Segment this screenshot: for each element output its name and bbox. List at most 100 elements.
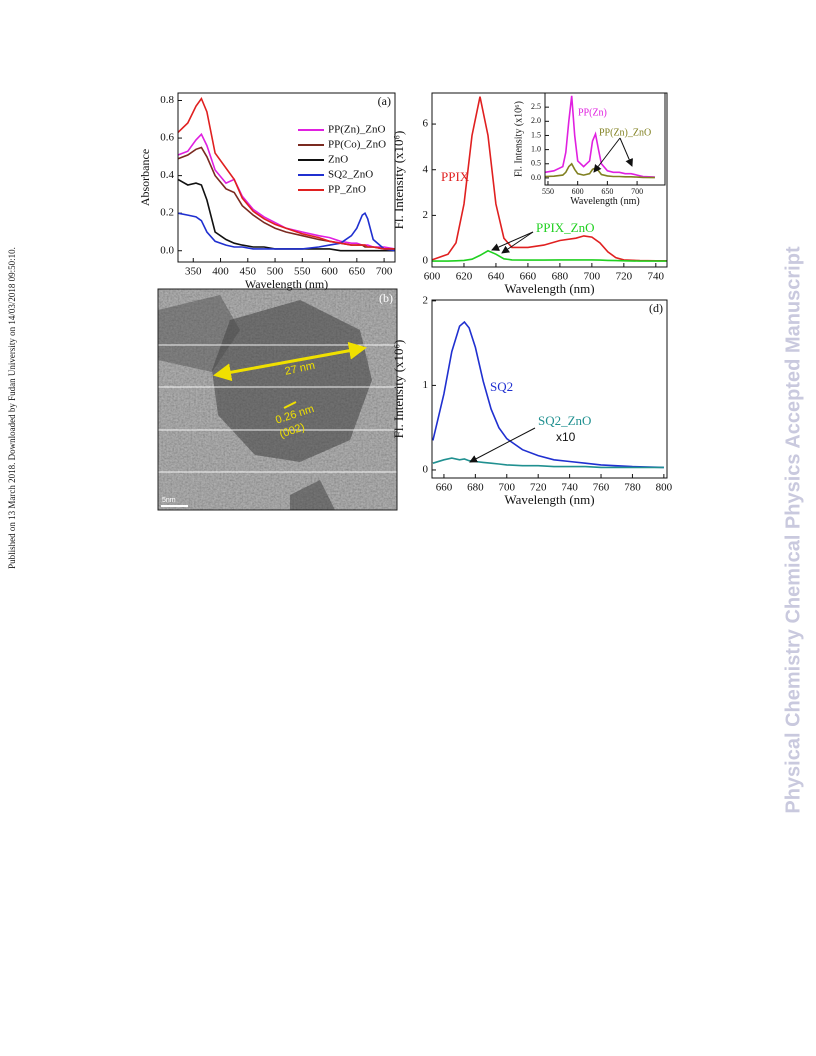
tem-image: 27 nm 0.26 nm (002) 5nm (b) (158, 289, 397, 510)
x-tick-label: 680 (467, 481, 484, 493)
legend-label: PP(Co)_ZnO (328, 139, 386, 151)
spacing-marker (283, 401, 297, 409)
y-tick-label: 0 (423, 255, 429, 267)
y-tick-label: 0.8 (160, 94, 174, 106)
x-tick-label: 400 (212, 265, 229, 277)
x-tick-label: 650 (349, 265, 366, 277)
series-line (432, 320, 664, 469)
y-tick-label: 4 (423, 163, 429, 175)
series-label: SQ2_ZnO (538, 413, 591, 428)
scale-bar-label: 5nm (162, 497, 176, 504)
y-tick-label: 2 (423, 209, 429, 221)
y-tick-label: 0.2 (160, 207, 174, 219)
length-arrow (213, 341, 367, 382)
x-tick-label: 700 (631, 187, 643, 196)
x-tick-label: 660 (520, 270, 537, 282)
annotation-arrow (501, 231, 534, 254)
x-tick-label: 740 (561, 481, 578, 493)
x-tick-label: 450 (240, 265, 257, 277)
y-tick-label: 2.5 (531, 102, 541, 111)
x-tick-label: 700 (499, 481, 516, 493)
x-tick-label: 640 (488, 270, 505, 282)
x-tick-label: 600 (424, 270, 441, 282)
x-tick-label: 660 (436, 481, 453, 493)
series-label: PP(Zn)_ZnO (599, 127, 651, 138)
x-tick-label: 650 (601, 187, 613, 196)
neighbor-particle (290, 480, 335, 510)
x-tick-label: 780 (624, 481, 641, 493)
x-tick-label: 740 (648, 270, 665, 282)
inset-background (545, 93, 665, 185)
y-tick-label: 0.0 (531, 173, 541, 182)
x-tick-label: 550 (542, 187, 554, 196)
y-tick-label: 0.4 (160, 169, 174, 181)
x-tick-label: 720 (530, 481, 547, 493)
y-tick-label: 6 (423, 118, 429, 130)
y-tick-label: 0 (423, 463, 429, 475)
y-tick-label: 2 (423, 294, 429, 306)
y-axis-label: Fl. Intensity (x10⁶) (391, 340, 406, 439)
side-note: Published on 13 March 2018. Downloaded b… (7, 247, 17, 569)
legend-label: PP_ZnO (328, 184, 366, 196)
y-tick-label: 0.6 (160, 132, 174, 144)
series-label: SQ2 (490, 379, 513, 394)
x-tick-label: 680 (552, 270, 569, 282)
x-tick-label: 760 (593, 481, 610, 493)
series-label: PPIX (441, 169, 470, 184)
annotation: x10 (556, 430, 576, 444)
x-tick-label: 700 (584, 270, 601, 282)
x-tick-label: 550 (294, 265, 311, 277)
series-label: PPIX_ZnO (536, 220, 595, 235)
x-tick-label: 600 (321, 265, 338, 277)
y-axis-label: Fl. Intensity (x10⁶) (391, 131, 406, 230)
y-tick-label: 2.0 (531, 116, 541, 125)
y-axis-label: Absorbance (138, 149, 152, 206)
series-label: PP(Zn) (578, 107, 607, 118)
y-tick-label: 1 (423, 379, 429, 391)
chart-panel: 350 400 450 500 550 600 650 700 0.0 0.2 0.4 0.6 0.8 W… (138, 92, 396, 291)
annotation-arrow (491, 231, 534, 251)
y-tick-label: 1.5 (531, 130, 541, 139)
x-tick-label: 350 (185, 265, 202, 277)
series-line (177, 96, 395, 250)
series-line (177, 146, 395, 250)
series-line (544, 95, 655, 178)
tem-frame (157, 288, 398, 511)
legend-label: ZnO (328, 154, 348, 166)
series-line (177, 212, 396, 252)
legend-label: PP(Zn)_ZnO (328, 124, 386, 136)
plot-frame (544, 92, 666, 186)
annotation-arrow (593, 137, 621, 173)
chart-panel: 600 620 640 660 680 700 720 740 0 2 4 6 Wavelength (… (391, 92, 668, 296)
x-tick-label: 700 (376, 265, 393, 277)
x-tick-label: 500 (267, 265, 284, 277)
y-axis-label: Fl. Intensity (x10⁶) (513, 101, 524, 177)
series-line (432, 457, 664, 469)
watermark: Physical Chemistry Chemical Physics Acce… (782, 246, 804, 814)
series-line (432, 249, 667, 262)
x-tick-label: 620 (456, 270, 473, 282)
y-tick-label: 1.0 (531, 144, 541, 153)
x-tick-label: 800 (656, 481, 673, 493)
legend-label: SQ2_ZnO (328, 169, 373, 181)
series-line (431, 96, 667, 262)
x-axis-label: Wavelength (nm) (245, 277, 328, 291)
chart-panel: 550 600 650 700 0.0 0.5 1.0 1.5 2.0 2.5 Wavelength… (513, 92, 666, 207)
panel-label: (a) (378, 94, 391, 108)
panel-label: (b) (379, 291, 393, 305)
chart-panel: 660 680 700 720 740 760 780 800 0 1 2 Wavelength (n… (391, 294, 673, 507)
plot-frame (177, 92, 396, 263)
annotation-arrow (469, 427, 536, 463)
panel-label: (d) (649, 301, 663, 315)
y-tick-label: 0.0 (160, 244, 174, 256)
x-axis-label: Wavelength (nm) (570, 196, 639, 207)
x-axis-label: Wavelength (nm) (504, 492, 594, 507)
x-tick-label: 720 (616, 270, 633, 282)
x-axis-label: Wavelength (nm) (504, 281, 594, 296)
annotation-arrow (619, 137, 633, 167)
x-tick-label: 600 (572, 187, 584, 196)
y-tick-label: 0.5 (531, 159, 541, 168)
plot-frame (431, 299, 668, 479)
